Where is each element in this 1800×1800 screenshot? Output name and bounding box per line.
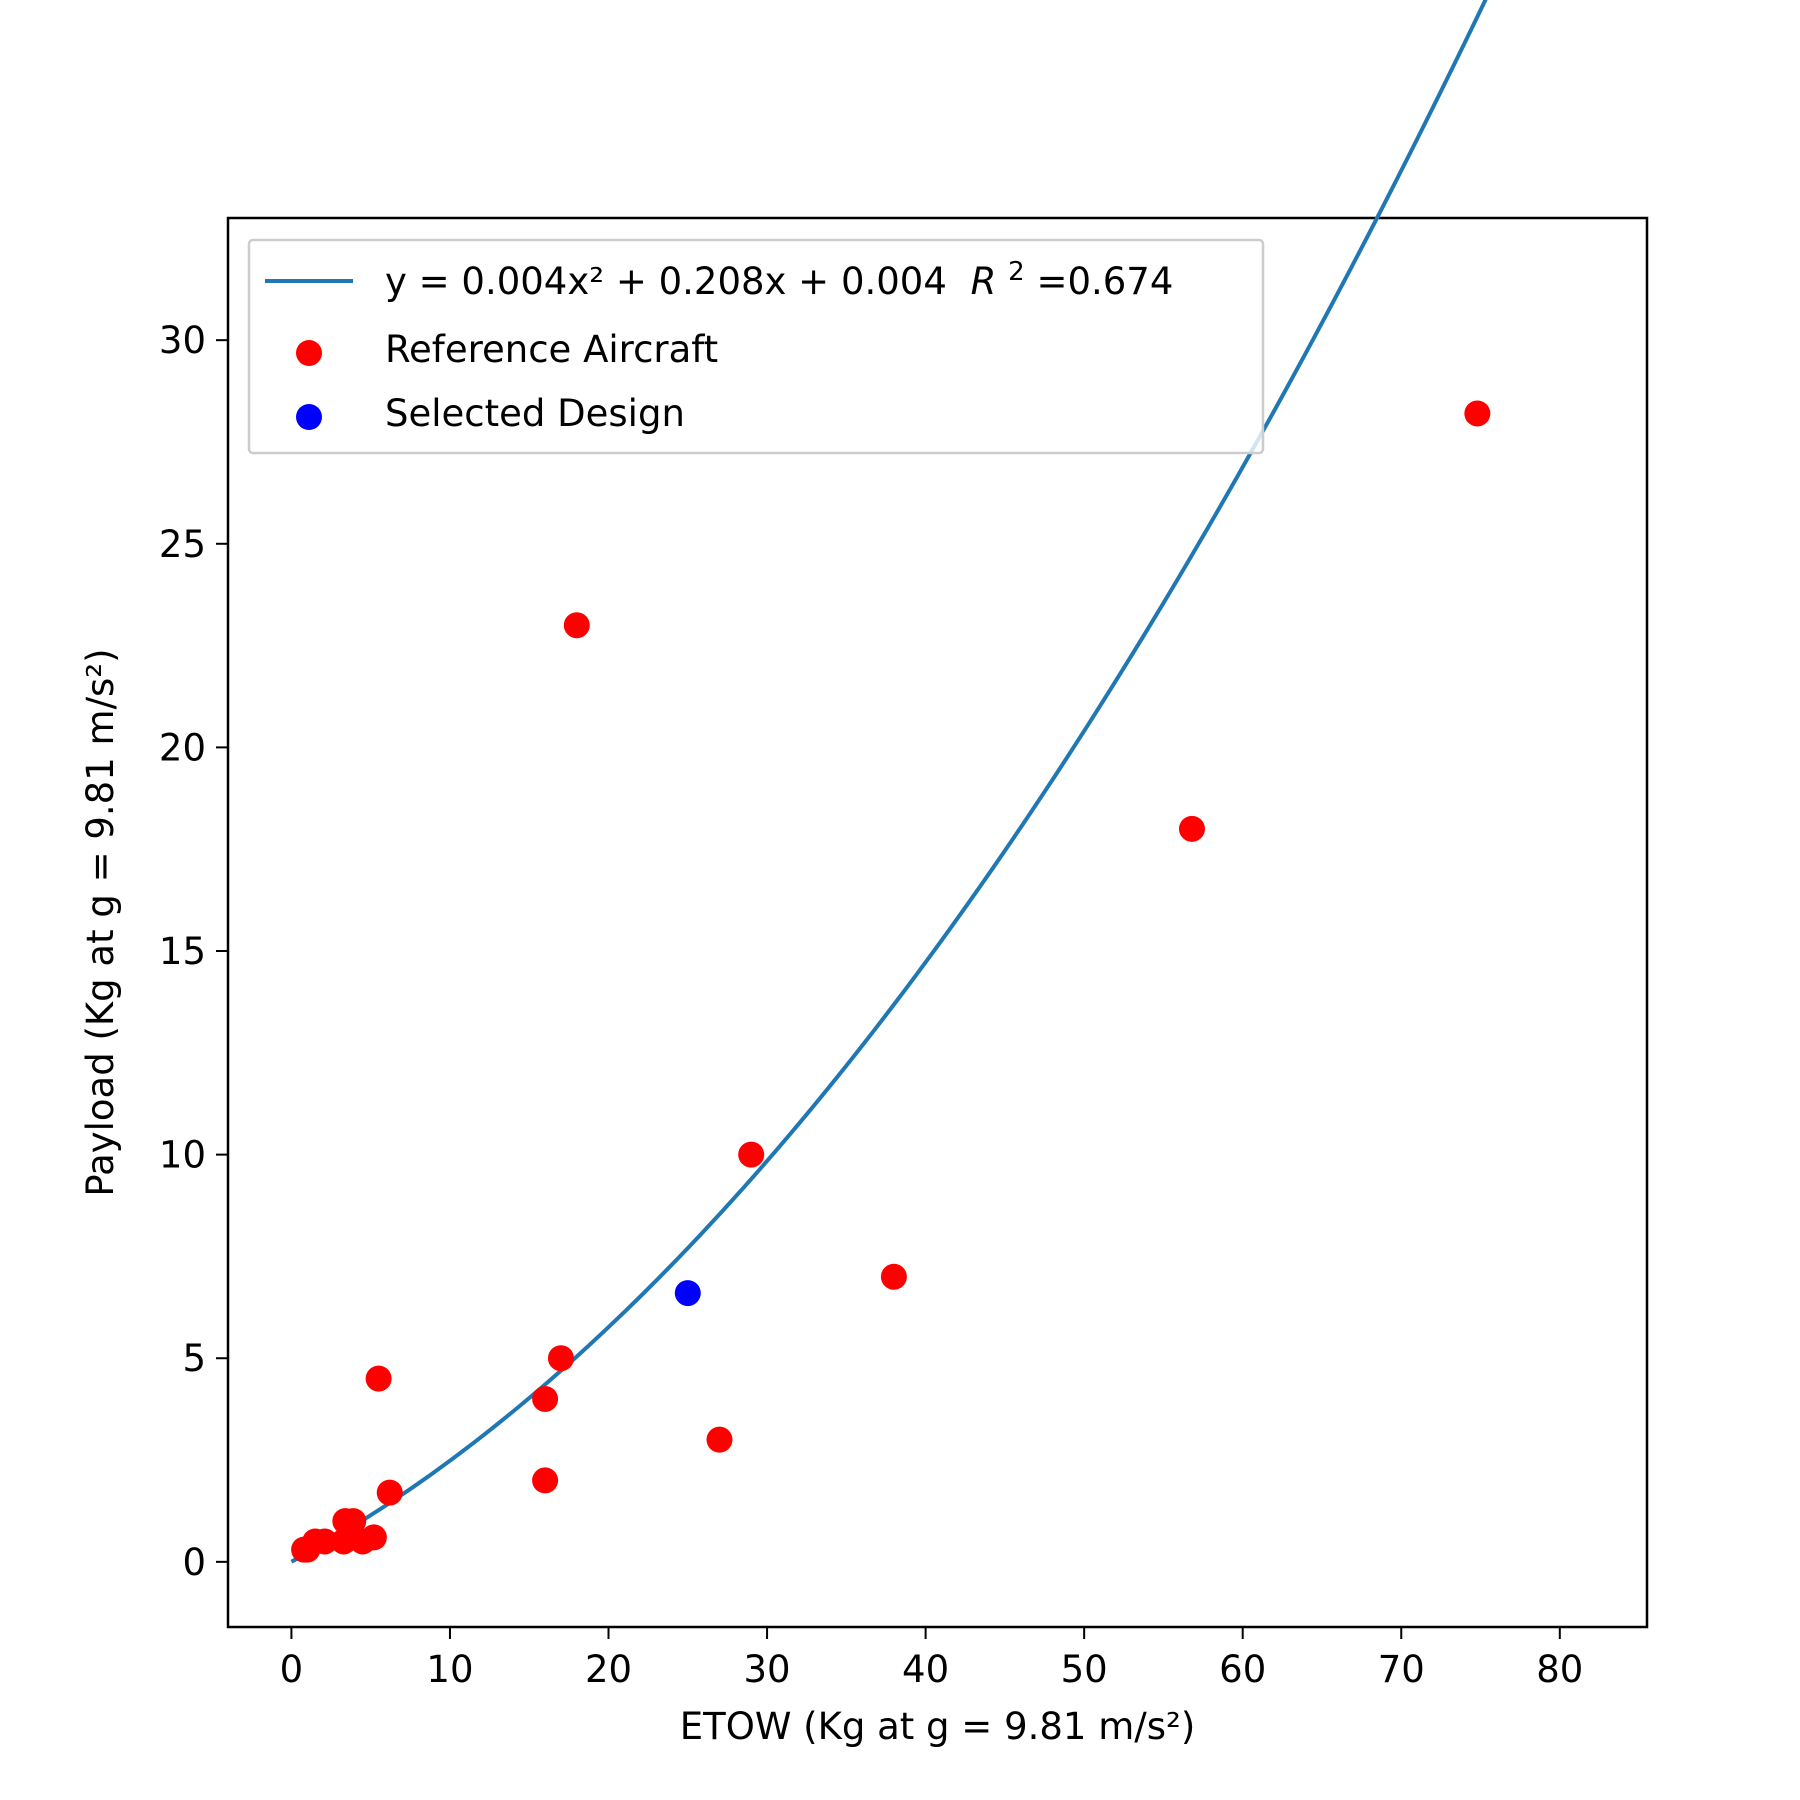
x-axis-label: ETOW (Kg at g = 9.81 m/s²) — [680, 1705, 1196, 1748]
y-tick-label: 5 — [182, 1337, 206, 1380]
axis-ticks: 0 10 20 30 40 50 60 70 80 0 5 10 15 20 25 30 — [159, 319, 1583, 1691]
reference-aircraft-point — [340, 1508, 367, 1535]
reference-aircraft-point — [880, 1263, 907, 1290]
y-tick-label: 15 — [159, 930, 206, 973]
legend-r-superscript: 2 — [1008, 257, 1025, 287]
legend-fit-equation: y = 0.004x² + 0.208x + 0.004 — [385, 260, 947, 303]
plot-area-frame — [226, 216, 1649, 1629]
scatter-points — [291, 400, 1491, 1563]
reference-aircraft-point — [1178, 815, 1205, 842]
fit-line — [290, 0, 1488, 1564]
legend-reference-label: Reference Aircraft — [385, 328, 718, 371]
x-tick-label: 70 — [1378, 1648, 1425, 1691]
reference-aircraft-point — [365, 1365, 392, 1392]
reference-aircraft-point — [1464, 400, 1491, 427]
reference-aircraft-point — [547, 1345, 574, 1372]
y-tick-label: 0 — [182, 1541, 206, 1584]
selected-design-point — [674, 1280, 701, 1307]
x-tick-label: 60 — [1219, 1648, 1266, 1691]
reference-aircraft-point — [738, 1141, 765, 1168]
reference-aircraft-point — [311, 1528, 338, 1555]
y-axis-label: Payload (Kg at g = 9.81 m/s²) — [79, 648, 122, 1196]
legend-box — [247, 238, 1265, 455]
legend-fit-line-label: y = 0.004x² + 0.208x + 0.004 R 2 =0.674 — [385, 246, 1173, 303]
x-tick-label: 10 — [426, 1648, 473, 1691]
legend-reference-marker — [296, 340, 322, 366]
reference-aircraft-point — [706, 1426, 733, 1453]
reference-aircraft-point — [376, 1479, 403, 1506]
x-tick-label: 20 — [585, 1648, 632, 1691]
y-tick-label: 20 — [159, 726, 206, 769]
x-tick-label: 30 — [744, 1648, 791, 1691]
legend-selected-label: Selected Design — [385, 392, 685, 435]
x-tick-label: 80 — [1536, 1648, 1583, 1691]
reference-aircraft-point — [563, 612, 590, 639]
x-tick-label: 0 — [280, 1648, 304, 1691]
legend-r-symbol: R — [971, 260, 997, 303]
reference-aircraft-point — [360, 1524, 387, 1551]
reference-aircraft-point — [330, 1528, 357, 1555]
y-tick-label: 25 — [159, 523, 206, 566]
reference-aircraft-point — [532, 1385, 559, 1412]
y-tick-label: 10 — [159, 1134, 206, 1177]
legend: y = 0.004x² + 0.208x + 0.004 R 2 =0.674 … — [247, 238, 1265, 455]
reference-aircraft-point — [532, 1467, 559, 1494]
x-tick-label: 50 — [1061, 1648, 1108, 1691]
x-tick-label: 40 — [902, 1648, 949, 1691]
legend-selected-marker — [296, 404, 322, 430]
y-tick-label: 30 — [159, 319, 206, 362]
legend-r2-value: =0.674 — [1036, 260, 1173, 303]
